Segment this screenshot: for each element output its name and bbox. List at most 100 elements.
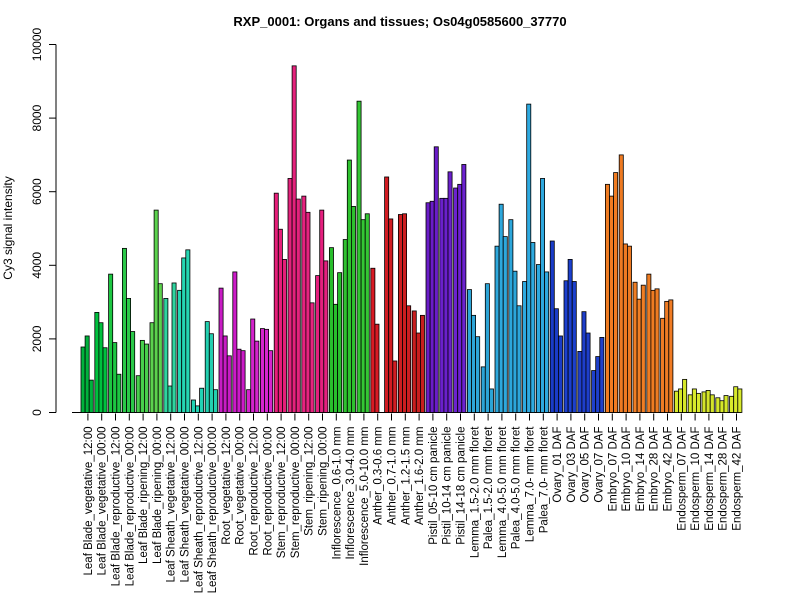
bar bbox=[135, 375, 141, 413]
bar bbox=[540, 178, 545, 413]
x-tick-label: Embryo_28 DAF bbox=[649, 427, 661, 512]
bar bbox=[94, 312, 100, 413]
bar bbox=[526, 103, 532, 413]
bar bbox=[536, 264, 541, 413]
bar bbox=[246, 389, 252, 413]
x-tick-label: Lemma_1.5-2.0 mm floret bbox=[469, 426, 481, 558]
bar bbox=[88, 379, 94, 413]
x-tick-label: Inflorescence_3.0-4.0 mm bbox=[345, 427, 357, 560]
bar bbox=[337, 272, 343, 413]
x-tick-label: Pistil_14-18 cm panicle bbox=[456, 427, 468, 545]
bar bbox=[737, 388, 743, 413]
bar bbox=[701, 391, 707, 413]
bar bbox=[305, 211, 311, 413]
x-tick-label: Root_reproductive_12:00 bbox=[249, 427, 261, 556]
bar bbox=[291, 65, 297, 413]
bar bbox=[157, 283, 163, 413]
bar bbox=[549, 240, 555, 413]
bar bbox=[609, 195, 614, 413]
x-tick-label: Lemma_7.0- mm floret bbox=[525, 426, 537, 542]
x-tick-label: Endosperm_42 DAF bbox=[732, 427, 744, 531]
x-tick-label: Endosperm_14 DAF bbox=[704, 427, 716, 531]
bar bbox=[650, 289, 656, 413]
bar bbox=[471, 314, 476, 413]
bar bbox=[522, 281, 528, 413]
bar bbox=[328, 247, 334, 413]
y-tick-label: 0 bbox=[30, 409, 44, 416]
bar bbox=[447, 171, 453, 413]
bar bbox=[516, 305, 522, 413]
x-tick-label: Leaf Blade_reproductive_00:00 bbox=[124, 427, 136, 587]
x-tick-label: Ovary_05 DAF bbox=[580, 427, 592, 503]
bar bbox=[605, 183, 610, 413]
bar bbox=[674, 390, 679, 413]
x-tick-label: Endosperm_28 DAF bbox=[718, 427, 730, 531]
bar bbox=[484, 283, 490, 413]
bar bbox=[682, 378, 688, 413]
bar bbox=[167, 385, 173, 413]
bar bbox=[599, 337, 605, 413]
bar bbox=[622, 243, 628, 413]
bar bbox=[342, 239, 348, 413]
bar bbox=[678, 388, 683, 413]
chart-title: RXP_0001: Organs and tissues; Os04g05856… bbox=[233, 14, 566, 29]
bar bbox=[108, 273, 114, 413]
bar bbox=[370, 267, 376, 413]
bars bbox=[80, 65, 743, 413]
x-tick-label: Leaf Blade_vegetative_12:00 bbox=[83, 427, 95, 576]
bar bbox=[333, 303, 338, 413]
bar bbox=[122, 247, 127, 413]
x-tick-label: Leaf Blade_vegetative_00:00 bbox=[97, 427, 109, 576]
bar bbox=[691, 388, 697, 413]
bar bbox=[350, 206, 356, 413]
bar bbox=[571, 281, 577, 413]
y-tick-label: 10000 bbox=[30, 27, 44, 61]
bar bbox=[664, 300, 670, 413]
bar bbox=[171, 282, 177, 413]
bar bbox=[130, 331, 136, 413]
bar bbox=[668, 299, 674, 413]
x-tick-label: Embryo_07 DAF bbox=[607, 427, 619, 512]
bar bbox=[627, 245, 632, 413]
bar bbox=[240, 350, 246, 413]
x-tick-label: Stem_reproductive_00:00 bbox=[290, 427, 302, 559]
bar bbox=[268, 350, 274, 413]
bar bbox=[208, 333, 214, 413]
y-tick-label: 6000 bbox=[30, 178, 44, 205]
x-tick-label: Leaf Sheath_vegetative_12:00 bbox=[166, 427, 178, 583]
x-tick-label: Anther_1.6-2.0 mm bbox=[414, 427, 426, 525]
bar bbox=[204, 321, 210, 413]
bar bbox=[402, 213, 407, 413]
x-tick-label: Palea_1.5-2.0 mm floret bbox=[483, 426, 495, 550]
bar bbox=[613, 172, 619, 413]
bar bbox=[388, 218, 394, 413]
x-tick-label: Ovary_03 DAF bbox=[566, 427, 578, 503]
bar bbox=[163, 298, 169, 413]
bar bbox=[309, 302, 315, 413]
x-tick-label: Leaf Sheath_vegetative_00:00 bbox=[180, 427, 192, 583]
bar bbox=[277, 228, 283, 413]
x-tick-label: Palea_7.0- mm floret bbox=[538, 426, 550, 534]
bar bbox=[406, 305, 412, 413]
bar bbox=[126, 298, 131, 413]
bar bbox=[319, 209, 325, 413]
bar bbox=[585, 332, 591, 413]
bar bbox=[618, 154, 624, 413]
bar bbox=[709, 394, 715, 413]
bar bbox=[199, 387, 205, 413]
bar bbox=[116, 373, 122, 413]
bar bbox=[433, 146, 439, 413]
bar bbox=[360, 219, 366, 413]
bar bbox=[212, 389, 218, 413]
bar bbox=[508, 219, 514, 413]
bar bbox=[254, 340, 260, 413]
bar bbox=[439, 197, 445, 413]
x-tick-label: Leaf Blade_ripening_00:00 bbox=[152, 427, 164, 564]
bar bbox=[453, 187, 459, 413]
bar bbox=[185, 249, 191, 413]
bar bbox=[84, 335, 90, 413]
bar bbox=[264, 328, 269, 413]
y-tick-label: 2000 bbox=[30, 325, 44, 352]
bar bbox=[102, 347, 108, 413]
bar bbox=[475, 336, 481, 413]
